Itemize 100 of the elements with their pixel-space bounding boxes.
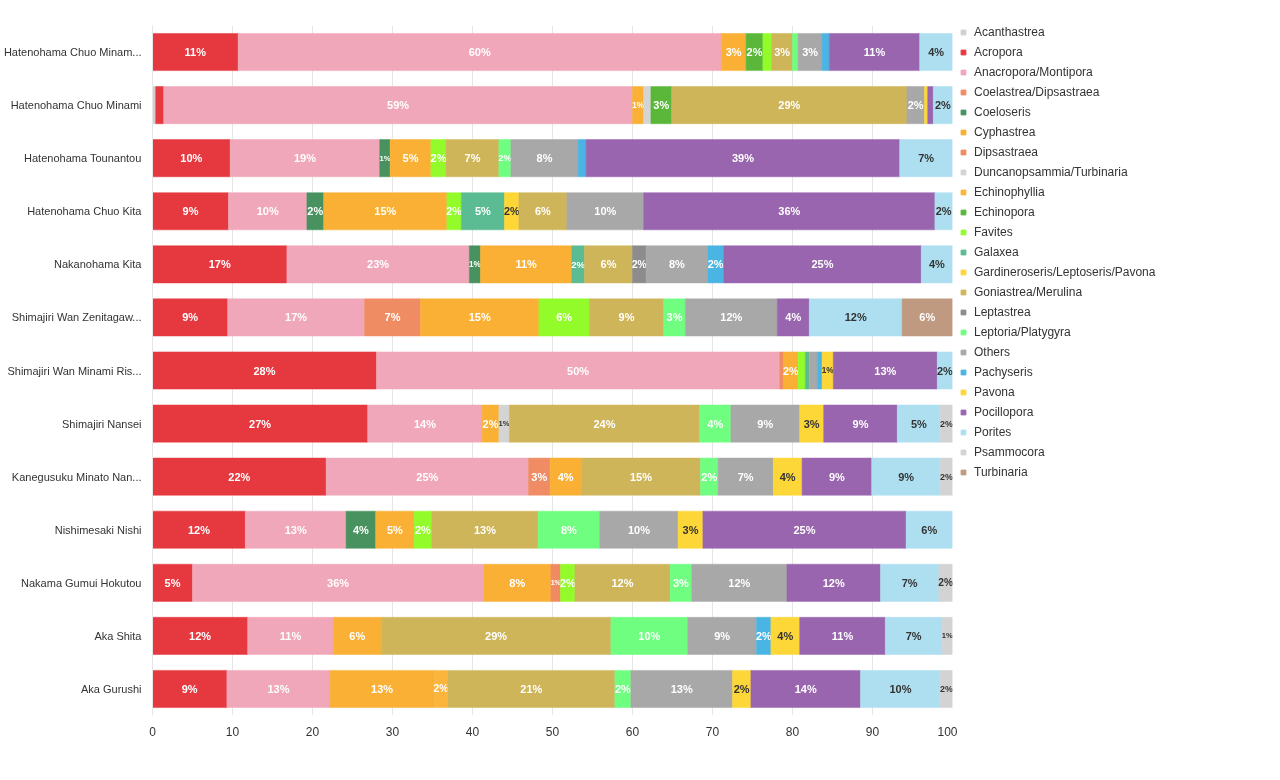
legend-label: Coelastrea/Dipsastraea xyxy=(974,85,1100,99)
data-label: 2% xyxy=(433,683,449,695)
data-label: 13% xyxy=(371,682,394,695)
data-label: 39% xyxy=(731,152,755,165)
data-label: 14% xyxy=(794,682,817,695)
data-label: 2% xyxy=(307,205,324,218)
legend-label: Leptoria/Platygyra xyxy=(974,325,1071,339)
x-tick-label: 50 xyxy=(545,724,560,739)
data-label: 10% xyxy=(180,152,203,165)
data-label: 8% xyxy=(509,576,526,589)
data-label: 2% xyxy=(783,364,800,377)
data-label: 5% xyxy=(474,205,492,218)
legend-label: Gardineroseris/Leptoseris/Pavona xyxy=(974,265,1156,279)
legend-label: Echinopora xyxy=(974,205,1035,219)
data-label: 5% xyxy=(386,523,404,536)
legend-label: Others xyxy=(974,345,1011,359)
data-label: 8% xyxy=(560,523,578,536)
data-label: 9% xyxy=(714,629,731,642)
data-label: 6% xyxy=(349,629,366,642)
data-label: 2% xyxy=(631,258,647,270)
data-label: 7% xyxy=(901,576,918,589)
data-label: 12% xyxy=(611,576,634,589)
data-label: 2% xyxy=(614,682,632,695)
legend-label: Turbinaria xyxy=(974,465,1028,479)
data-label: 4% xyxy=(779,470,796,483)
legend-label: Pocillopora xyxy=(974,405,1034,419)
data-label: 10% xyxy=(594,205,617,218)
y-tick-label: Kanegusuku Minato Nan... xyxy=(11,470,142,483)
data-label: 8% xyxy=(536,152,553,165)
data-label: 2% xyxy=(701,470,718,483)
legend-label: Anacropora/Montipora xyxy=(974,65,1093,79)
data-label: 9% xyxy=(828,470,846,483)
y-tick-label: Shimajiri Wan Minami Ris... xyxy=(7,364,142,377)
data-label: 15% xyxy=(374,205,397,218)
legend-label: Goniastrea/Merulina xyxy=(974,285,1083,299)
data-label: 2% xyxy=(746,46,763,59)
data-label: 7% xyxy=(905,629,922,642)
data-label: 14% xyxy=(413,417,437,430)
data-label: 17% xyxy=(208,258,231,271)
data-label: 11% xyxy=(515,258,538,271)
x-tick-label: 90 xyxy=(865,724,880,739)
data-label: 2% xyxy=(936,364,954,377)
data-label: 10% xyxy=(627,523,651,536)
data-label: 2% xyxy=(940,471,954,482)
data-label: 3% xyxy=(803,417,820,430)
y-tick-label: Nishimesaki Nishi xyxy=(54,523,142,536)
y-tick-label: Aka Shita xyxy=(94,629,143,642)
data-label: 6% xyxy=(556,311,573,324)
data-label: 2% xyxy=(498,153,512,164)
data-label: 3% xyxy=(725,46,742,59)
x-tick-label: 80 xyxy=(785,724,800,739)
legend-label: Dipsastraea xyxy=(974,145,1039,159)
y-tick-label: Shimajiri Nansei xyxy=(62,417,142,430)
data-label: 3% xyxy=(682,523,699,536)
data-label: 7% xyxy=(737,470,754,483)
data-label: 25% xyxy=(416,470,439,483)
data-label: 4% xyxy=(777,629,794,642)
legend-label: Pavona xyxy=(974,385,1015,399)
data-label: 2% xyxy=(934,99,952,112)
data-label: 8% xyxy=(668,258,686,271)
x-tick-label: 40 xyxy=(465,724,480,739)
legend-label: Leptastrea xyxy=(974,305,1031,319)
data-label: 6% xyxy=(921,523,938,536)
data-label: 9% xyxy=(852,417,869,430)
data-label: 13% xyxy=(874,364,897,377)
data-label: 25% xyxy=(811,258,834,271)
data-label: 12% xyxy=(822,576,845,589)
x-tick-label: 100 xyxy=(937,724,958,739)
data-label: 19% xyxy=(293,152,317,165)
data-label: 12% xyxy=(187,523,211,536)
data-label: 2% xyxy=(940,418,954,429)
legend-label: Psammocora xyxy=(974,445,1045,459)
legend-label: Duncanopsammia/Turbinaria xyxy=(974,165,1128,179)
legend-label: Porites xyxy=(974,425,1012,439)
data-label: 4% xyxy=(707,417,724,430)
data-label: 2% xyxy=(446,205,463,218)
data-label: 9% xyxy=(182,205,199,218)
data-label: 15% xyxy=(468,311,491,324)
data-label: 9% xyxy=(757,417,774,430)
x-tick-label: 10 xyxy=(225,724,240,739)
data-label: 10% xyxy=(889,682,912,695)
data-label: 29% xyxy=(778,99,801,112)
x-tick-label: 70 xyxy=(705,724,720,739)
data-label: 11% xyxy=(279,629,302,642)
data-label: 13% xyxy=(267,682,290,695)
data-label: 60% xyxy=(468,46,491,59)
data-label: 4% xyxy=(785,311,802,324)
data-label: 29% xyxy=(485,629,508,642)
data-label: 4% xyxy=(352,523,370,536)
data-label: 7% xyxy=(464,152,481,165)
data-label: 11% xyxy=(831,629,854,642)
data-label: 12% xyxy=(844,311,867,324)
data-label: 3% xyxy=(666,311,683,324)
data-label: 25% xyxy=(793,523,816,536)
data-label: 3% xyxy=(531,470,548,483)
data-label: 9% xyxy=(181,682,198,695)
data-label: 2% xyxy=(755,629,772,642)
data-label: 11% xyxy=(863,46,886,59)
data-label: 12% xyxy=(720,311,743,324)
y-tick-label: Hatenohama Chuo Minami xyxy=(10,99,142,112)
